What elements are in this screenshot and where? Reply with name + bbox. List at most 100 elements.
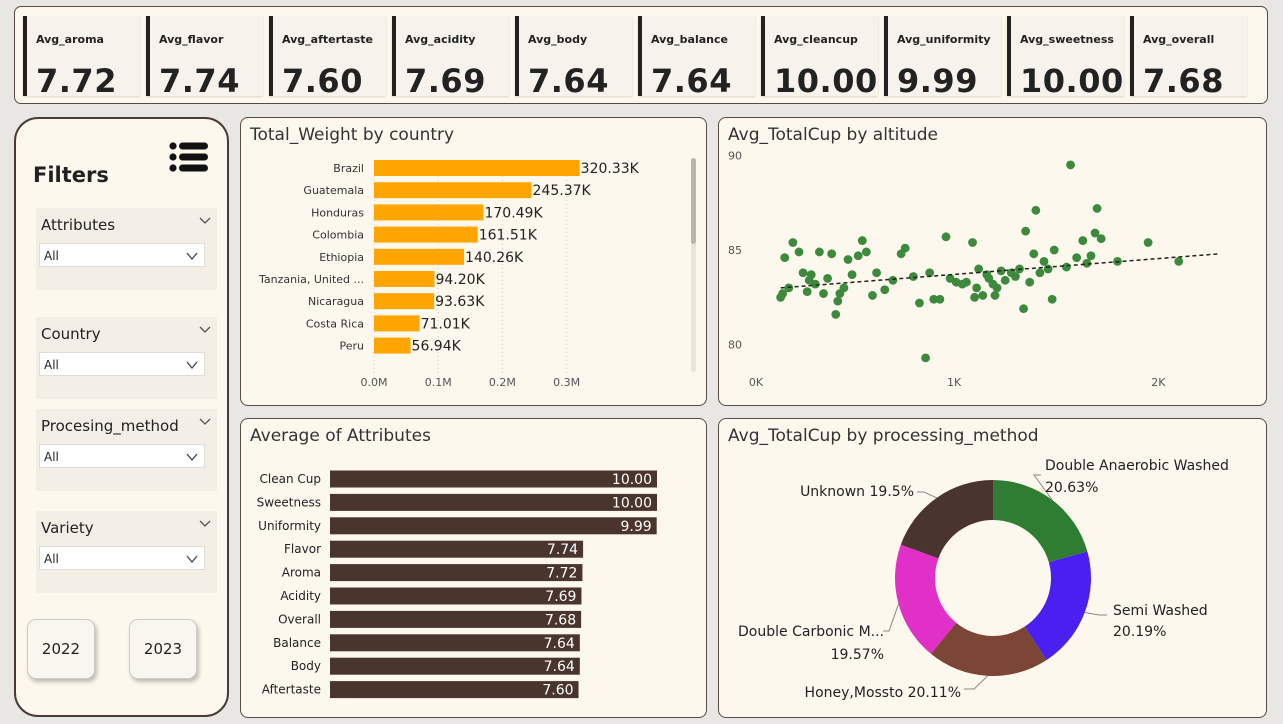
slicer-dropdown-country[interactable]: All — [39, 352, 205, 376]
bar[interactable] — [330, 681, 579, 699]
scatter-point[interactable] — [1092, 204, 1102, 213]
donut-slice[interactable] — [993, 480, 1088, 563]
scatter-point[interactable] — [990, 291, 1000, 300]
scatter-point[interactable] — [1143, 238, 1153, 247]
scatter-point[interactable] — [1066, 160, 1075, 170]
bar[interactable] — [330, 564, 583, 582]
list-icon[interactable] — [169, 141, 209, 173]
bar[interactable] — [374, 160, 580, 176]
scatter-point[interactable] — [1086, 251, 1096, 261]
scatter-point[interactable] — [1035, 268, 1045, 278]
bar[interactable] — [330, 470, 657, 488]
scatter-point[interactable] — [868, 291, 877, 300]
scatter-point[interactable] — [1174, 256, 1184, 266]
scatter-point[interactable] — [972, 283, 982, 293]
scatter-point[interactable] — [802, 287, 812, 297]
scatter-point[interactable] — [843, 255, 853, 264]
scatter-point[interactable] — [778, 289, 788, 298]
scatter-point[interactable] — [823, 274, 832, 283]
scatter-point[interactable] — [1082, 258, 1092, 268]
scatter-point[interactable] — [806, 270, 816, 280]
scatter-point[interactable] — [810, 279, 820, 289]
scatter-point[interactable] — [908, 272, 918, 281]
scatter-point[interactable] — [819, 289, 828, 298]
scatter-point[interactable] — [1078, 236, 1088, 245]
bar[interactable] — [330, 587, 582, 605]
donut-slice[interactable] — [1024, 551, 1091, 661]
scrollbar-thumb[interactable] — [691, 158, 696, 244]
scatter-point[interactable] — [1021, 226, 1031, 236]
bar[interactable] — [330, 540, 584, 558]
scatter-point[interactable] — [974, 264, 984, 274]
scatter-point[interactable] — [996, 266, 1006, 276]
slicer-dropdown-variety[interactable]: All — [39, 546, 205, 570]
chevron-down-icon[interactable] — [199, 519, 211, 529]
scatter-point[interactable] — [978, 291, 988, 300]
scatter-point[interactable] — [1011, 272, 1020, 281]
scatter-point[interactable] — [962, 277, 971, 287]
scatter-point[interactable] — [839, 283, 849, 293]
scatter-point[interactable] — [915, 298, 924, 308]
scatter-point[interactable] — [872, 268, 881, 278]
scatter-point[interactable] — [1043, 264, 1053, 274]
bar[interactable] — [374, 293, 435, 310]
chevron-down-icon[interactable] — [199, 417, 211, 427]
bar[interactable] — [374, 315, 420, 332]
bar[interactable] — [374, 182, 532, 199]
year-2023-button[interactable]: 2023 — [129, 619, 197, 679]
bar[interactable] — [374, 271, 435, 287]
scatter-point[interactable] — [921, 353, 930, 363]
scatter-point[interactable] — [1072, 253, 1082, 263]
bar[interactable] — [374, 248, 465, 265]
scatter-point[interactable] — [880, 285, 890, 295]
scatter-point[interactable] — [968, 238, 977, 247]
scatter-point[interactable] — [1039, 256, 1049, 266]
bar[interactable] — [330, 657, 580, 675]
scatter-point[interactable] — [1025, 277, 1035, 287]
bar[interactable] — [330, 517, 657, 535]
bar[interactable] — [374, 337, 411, 354]
scatter-point[interactable] — [780, 253, 790, 263]
scatter-point[interactable] — [935, 294, 945, 304]
scatter-point[interactable] — [1062, 262, 1071, 272]
scatter-point[interactable] — [1047, 294, 1057, 304]
scatter-point[interactable] — [831, 309, 841, 319]
scatter-point[interactable] — [1019, 304, 1028, 314]
bar[interactable] — [374, 226, 478, 243]
bar[interactable] — [374, 204, 484, 221]
scatter-point[interactable] — [857, 236, 867, 245]
year-2022-button[interactable]: 2022 — [27, 619, 95, 679]
scatter-point[interactable] — [827, 249, 837, 259]
bar[interactable] — [330, 634, 580, 652]
scatter-point[interactable] — [929, 294, 939, 304]
donut-slice[interactable] — [930, 622, 1047, 676]
slicer-dropdown-attributes[interactable]: All — [39, 243, 205, 267]
chevron-down-icon[interactable] — [199, 216, 211, 226]
scatter-point[interactable] — [941, 232, 951, 242]
scatter-point[interactable] — [1000, 275, 1010, 285]
scatter-point[interactable] — [970, 292, 979, 302]
scatter-point[interactable] — [847, 270, 857, 280]
donut-slice[interactable] — [895, 544, 957, 654]
scatter-point[interactable] — [788, 238, 798, 247]
scatter-point[interactable] — [1031, 205, 1041, 215]
bar[interactable] — [330, 493, 657, 511]
scatter-point[interactable] — [925, 268, 935, 278]
scatter-point[interactable] — [798, 268, 808, 278]
scatter-point[interactable] — [1090, 228, 1100, 238]
scatter-point[interactable] — [853, 251, 863, 261]
scatter-point[interactable] — [992, 283, 1002, 293]
scatter-point[interactable] — [1096, 234, 1106, 244]
chevron-down-icon[interactable] — [199, 325, 211, 335]
scatter-point[interactable] — [1049, 245, 1059, 255]
donut-slice[interactable] — [900, 480, 993, 559]
scatter-point[interactable] — [861, 247, 871, 257]
scatter-point[interactable] — [900, 243, 910, 253]
scatter-point[interactable] — [794, 247, 804, 257]
scatter-point[interactable] — [815, 247, 824, 257]
slicer-dropdown-processing-method[interactable]: All — [39, 444, 205, 468]
scatter-point[interactable] — [833, 296, 843, 306]
scatter-point[interactable] — [1029, 249, 1039, 259]
scatter-point[interactable] — [888, 275, 898, 285]
bar[interactable] — [330, 610, 582, 628]
